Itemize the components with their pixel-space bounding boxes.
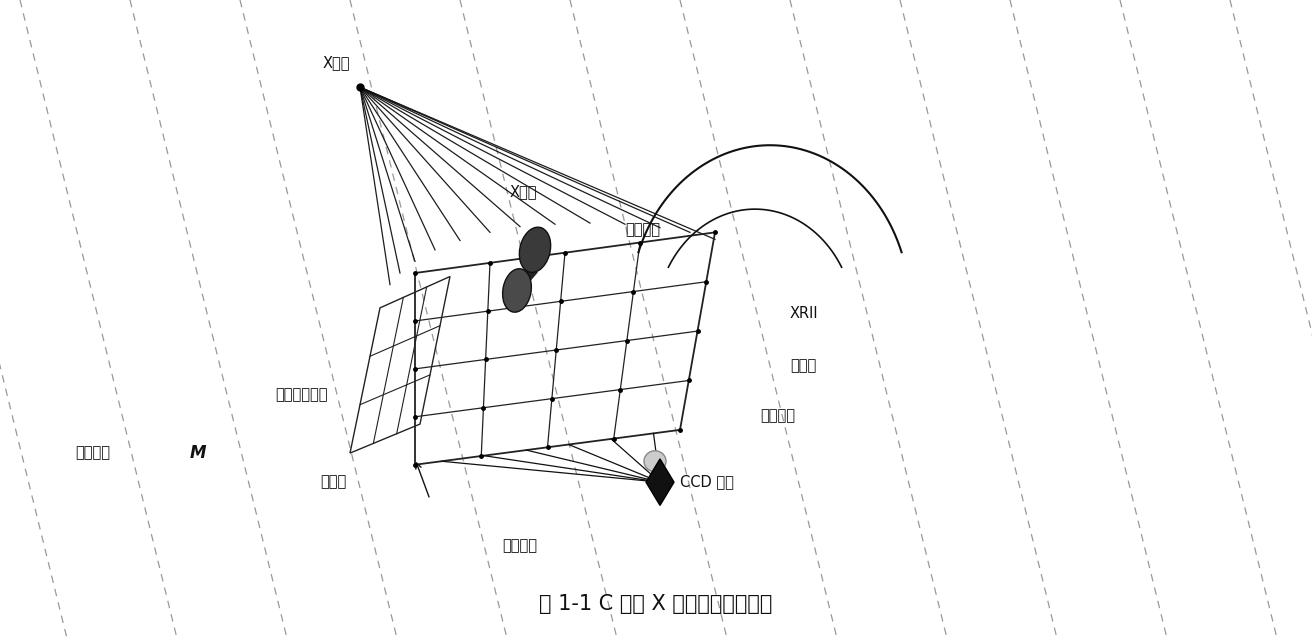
Text: 虚拟图像平面: 虚拟图像平面 (276, 387, 328, 403)
Polygon shape (646, 459, 674, 505)
Text: CCD 相机: CCD 相机 (680, 475, 733, 489)
Text: 磁场干扰: 磁场干扰 (502, 539, 538, 553)
Text: 电子束: 电子束 (790, 358, 816, 373)
Text: 图 1-1 C 形臂 X 光投影成像示意图: 图 1-1 C 形臂 X 光投影成像示意图 (539, 594, 773, 614)
Text: X光束: X光束 (510, 184, 538, 199)
Text: 光学系统: 光学系统 (760, 408, 795, 424)
Text: M: M (190, 444, 206, 462)
Ellipse shape (502, 269, 531, 312)
Ellipse shape (644, 450, 666, 472)
Text: XRII: XRII (790, 306, 819, 321)
Ellipse shape (520, 227, 551, 272)
Text: 干骨标本: 干骨标本 (625, 222, 660, 238)
Text: X光源: X光源 (323, 55, 350, 70)
Text: 外部磁场: 外部磁场 (75, 445, 110, 461)
Text: 输入屏: 输入屏 (320, 475, 346, 489)
